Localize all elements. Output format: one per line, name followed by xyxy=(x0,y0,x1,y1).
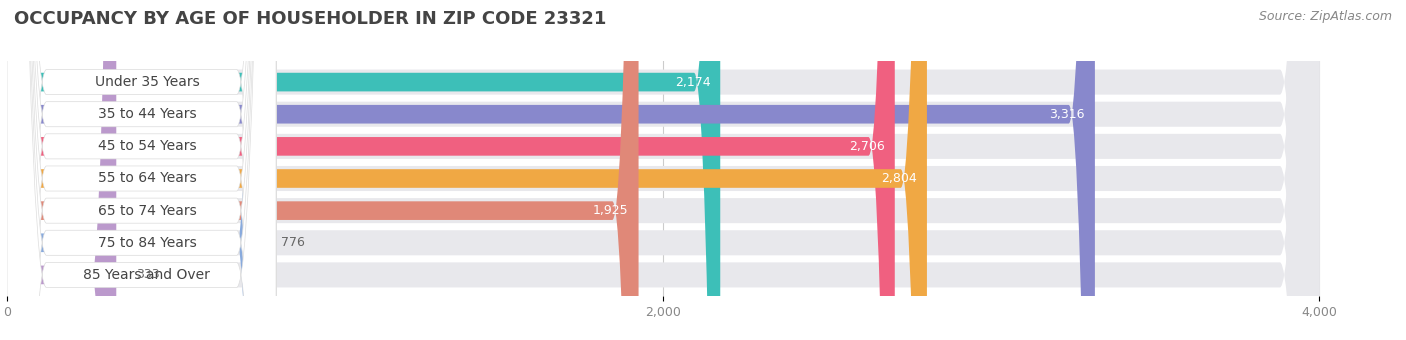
FancyBboxPatch shape xyxy=(7,0,276,340)
Text: 1,925: 1,925 xyxy=(593,204,628,217)
Text: 45 to 54 Years: 45 to 54 Years xyxy=(97,139,197,153)
FancyBboxPatch shape xyxy=(7,0,1319,340)
FancyBboxPatch shape xyxy=(7,0,117,340)
Text: 55 to 64 Years: 55 to 64 Years xyxy=(97,171,197,186)
Text: 35 to 44 Years: 35 to 44 Years xyxy=(97,107,197,121)
FancyBboxPatch shape xyxy=(7,0,276,340)
Text: 2,706: 2,706 xyxy=(849,140,884,153)
Text: 2,804: 2,804 xyxy=(882,172,917,185)
FancyBboxPatch shape xyxy=(7,0,1319,340)
Text: 776: 776 xyxy=(281,236,305,249)
FancyBboxPatch shape xyxy=(7,0,1095,340)
Text: 85 Years and Over: 85 Years and Over xyxy=(83,268,211,282)
FancyBboxPatch shape xyxy=(7,0,276,340)
FancyBboxPatch shape xyxy=(7,0,894,340)
FancyBboxPatch shape xyxy=(7,0,1319,340)
FancyBboxPatch shape xyxy=(7,0,1319,340)
FancyBboxPatch shape xyxy=(7,0,276,340)
Text: 65 to 74 Years: 65 to 74 Years xyxy=(97,204,197,218)
FancyBboxPatch shape xyxy=(7,0,638,340)
Text: Under 35 Years: Under 35 Years xyxy=(94,75,200,89)
FancyBboxPatch shape xyxy=(7,0,262,340)
FancyBboxPatch shape xyxy=(7,0,927,340)
FancyBboxPatch shape xyxy=(7,0,276,340)
FancyBboxPatch shape xyxy=(7,0,276,340)
FancyBboxPatch shape xyxy=(7,0,1319,340)
FancyBboxPatch shape xyxy=(7,0,1319,340)
Text: OCCUPANCY BY AGE OF HOUSEHOLDER IN ZIP CODE 23321: OCCUPANCY BY AGE OF HOUSEHOLDER IN ZIP C… xyxy=(14,10,606,28)
FancyBboxPatch shape xyxy=(7,0,276,340)
FancyBboxPatch shape xyxy=(7,0,720,340)
FancyBboxPatch shape xyxy=(7,0,1319,340)
Text: 2,174: 2,174 xyxy=(675,75,710,89)
Text: Source: ZipAtlas.com: Source: ZipAtlas.com xyxy=(1258,10,1392,23)
Text: 3,316: 3,316 xyxy=(1049,108,1085,121)
Text: 333: 333 xyxy=(136,268,160,282)
Text: 75 to 84 Years: 75 to 84 Years xyxy=(97,236,197,250)
